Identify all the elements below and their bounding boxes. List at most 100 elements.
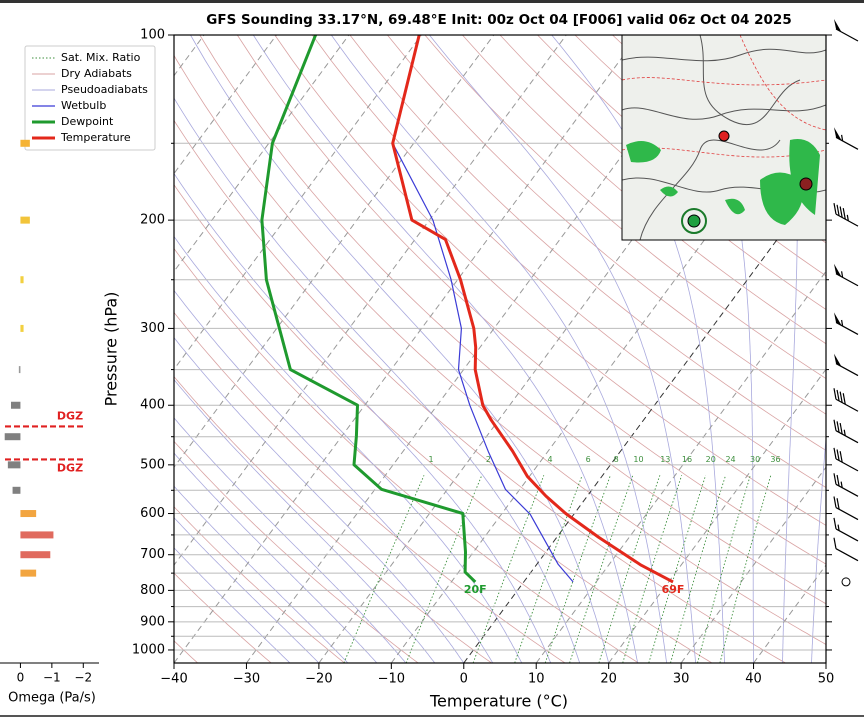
- pseudoadiabat: [174, 417, 407, 663]
- barb-full: [836, 204, 840, 216]
- map-cyclone-core: [799, 177, 813, 191]
- wind-barb: [833, 388, 859, 412]
- barb-staff: [835, 548, 859, 562]
- dgz-label: DGZ: [57, 409, 83, 422]
- dry-adiabat: [199, 35, 826, 605]
- mixing-ratio-line: [670, 475, 727, 663]
- barb-full: [836, 389, 840, 402]
- mixing-ratio-label: 2: [486, 455, 491, 464]
- mixing-ratio-line: [405, 475, 483, 663]
- dry-adiabat: [174, 311, 566, 663]
- dry-adiabat: [174, 506, 345, 663]
- pseudoadiabat: [429, 35, 696, 663]
- barb-staff: [835, 28, 859, 42]
- wind-barb: [834, 312, 859, 335]
- barb-staff: [835, 213, 859, 227]
- isotherm: [535, 270, 826, 663]
- barb-full: [839, 451, 843, 463]
- x-axis-title: Temperature (°C): [429, 692, 568, 711]
- wind-barb: [834, 263, 859, 287]
- mixing-ratio-line: [622, 475, 683, 663]
- y-axis-title: Pressure (hPa): [102, 292, 121, 407]
- barb-pennant: [834, 353, 842, 367]
- omega-bar: [20, 324, 24, 332]
- wind-barb: [834, 19, 859, 42]
- wind-barb: [833, 517, 859, 542]
- plot-frame: [173, 34, 827, 664]
- mixing-ratio-label: 4: [548, 455, 553, 464]
- y-tick-label: 200: [140, 213, 165, 228]
- mixing-ratio-line: [648, 475, 707, 663]
- pseudoadiabat: [174, 235, 523, 663]
- pseudoadiabat: [190, 35, 610, 663]
- map-contours: [622, 35, 826, 240]
- wind-barb: [833, 537, 859, 562]
- dry-adiabat: [174, 572, 272, 663]
- barb-full: [833, 447, 837, 459]
- mixing-ratio-label: 10: [633, 455, 643, 464]
- dry-adiabat: [274, 35, 826, 526]
- mixing-ratio-label: 1: [428, 455, 433, 464]
- barb-full: [833, 496, 837, 508]
- surface-label: 69F: [662, 583, 685, 596]
- isotherm: [174, 35, 640, 663]
- isotherm: [174, 35, 567, 566]
- pseudoadiabat: [174, 517, 320, 663]
- barb-full: [833, 517, 837, 530]
- omega-bar: [20, 551, 51, 559]
- omega-bar: [12, 486, 21, 494]
- chart-title: GFS Sounding 33.17°N, 69.48°E Init: 00z …: [206, 12, 791, 28]
- pseudoadiabat: [682, 35, 754, 663]
- isotherm: [174, 35, 495, 469]
- pseudoadiabat: [174, 547, 291, 663]
- barb-full: [842, 393, 846, 405]
- pseudoadiabat: [330, 35, 667, 663]
- mixing-ratio-line: [514, 475, 583, 663]
- x-tick-label: −40: [160, 672, 187, 687]
- barb-staff: [835, 458, 859, 472]
- omega-bar: [20, 531, 54, 539]
- pseudoadiabat: [174, 172, 552, 663]
- isotherm: [825, 662, 826, 663]
- barb-full: [833, 473, 837, 485]
- wind-barb: [841, 577, 851, 587]
- omega-tick-label: −1: [43, 671, 61, 685]
- pseudoadiabat: [174, 97, 581, 663]
- legend-label: Pseudoadiabats: [61, 83, 148, 96]
- barb-half: [846, 214, 849, 221]
- dry-adiabat: [174, 184, 713, 663]
- dry-adiabat: [499, 35, 826, 311]
- wind-barb: [834, 127, 859, 150]
- wind-barb: [834, 353, 859, 377]
- plot-area: 1 2 4 6 8 10 13 16 20 24 30 36: [174, 35, 826, 663]
- y-tick-label: 400: [140, 398, 165, 413]
- pseudoadiabat: [174, 379, 436, 663]
- omega-bar: [4, 433, 21, 441]
- barb-half: [840, 481, 843, 488]
- pseudoadiabat: [782, 35, 798, 663]
- barb-full: [836, 449, 840, 461]
- mixing-ratio-label: 6: [586, 455, 591, 464]
- barb-full: [833, 388, 837, 400]
- x-tick-label: 50: [818, 672, 835, 687]
- barb-pennant: [834, 263, 842, 277]
- x-tick-label: 30: [673, 672, 690, 687]
- isotherm: [174, 35, 422, 371]
- y-tick-label: 800: [140, 583, 165, 598]
- barb-full: [839, 206, 843, 218]
- mixing-ratio-label: 13: [660, 455, 670, 464]
- pseudoadiabat: [174, 452, 378, 663]
- barb-half: [843, 429, 846, 436]
- dry-adiabat: [174, 247, 639, 663]
- barb-half: [841, 134, 844, 141]
- y-tick-label: 300: [140, 321, 165, 336]
- mixing-ratio-line: [697, 475, 751, 663]
- pseudoadiabat: [174, 485, 349, 663]
- omega-bar: [20, 216, 30, 224]
- omega-axis-title: Omega (Pa/s): [8, 691, 96, 706]
- y-tick-label: 900: [140, 614, 165, 629]
- mixing-ratio-label: 30: [750, 455, 760, 464]
- omega-bar: [7, 461, 21, 469]
- x-tick-label: −10: [378, 672, 405, 687]
